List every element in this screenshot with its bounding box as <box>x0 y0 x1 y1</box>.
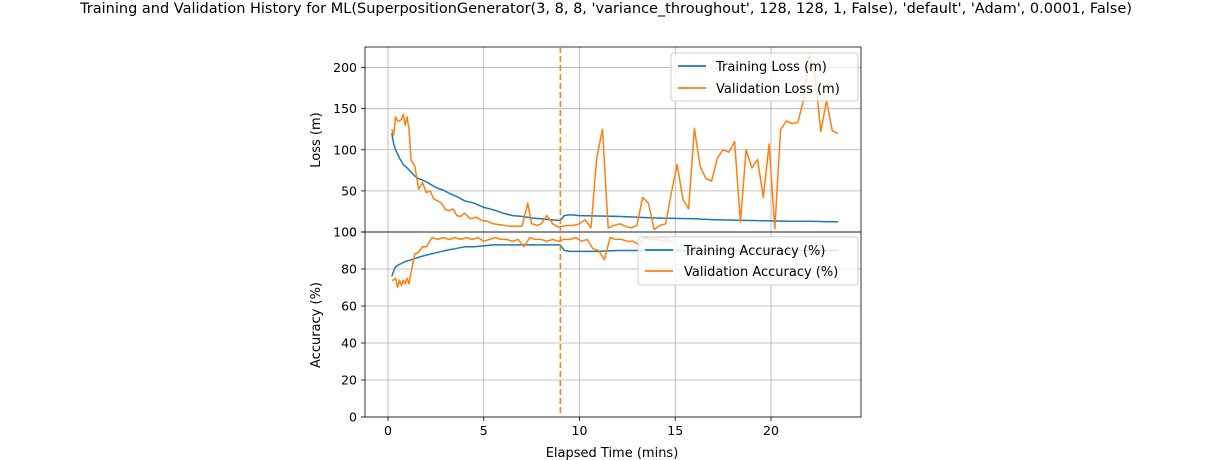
accuracy-legend-box <box>637 236 859 286</box>
accuracy-y-tick-label: 40 <box>341 336 357 351</box>
accuracy-axes-frame <box>364 231 862 418</box>
loss-validation-line <box>391 54 839 231</box>
loss-y-tick-label: 50 <box>341 183 357 198</box>
loss-y-tick-label: 200 <box>333 60 357 75</box>
x-axis: 0 5 10 15 20 <box>384 417 779 438</box>
x-tick-label: 15 <box>667 423 683 438</box>
loss-y-tick-label: 150 <box>333 101 357 116</box>
accuracy-y-tick-label: 60 <box>341 299 357 314</box>
accuracy-y-tick-label: 80 <box>341 262 357 277</box>
loss-lines <box>391 54 839 231</box>
loss-y-axis-label: Loss (m) <box>309 112 324 167</box>
loss-training-line <box>391 133 838 223</box>
accuracy-y-axis-label: Accuracy (%) <box>309 282 324 368</box>
loss-y-tick-label: 100 <box>333 142 357 157</box>
x-tick-label: 0 <box>384 423 392 438</box>
accuracy-validation-line <box>391 236 674 289</box>
x-tick-label: 10 <box>572 423 588 438</box>
loss-legend-training-label: Training Loss (m) <box>715 60 827 75</box>
accuracy-legend-validation-label: Validation Accuracy (%) <box>684 265 838 280</box>
loss-legend-validation-label: Validation Loss (m) <box>716 82 840 97</box>
accuracy-y-tick-label: 100 <box>333 225 357 240</box>
x-axis-label: Elapsed Time (mins) <box>546 446 679 460</box>
accuracy-axes: 0 20 40 60 80 100 <box>333 225 862 425</box>
accuracy-legend: Training Accuracy (%) Validation Accurac… <box>637 236 859 286</box>
x-tick-label: 5 <box>480 423 488 438</box>
loss-legend-box <box>670 52 859 102</box>
x-tick-label: 20 <box>763 423 779 438</box>
chart-title: Training and Validation History for ML(S… <box>79 1 1132 17</box>
loss-legend: Training Loss (m) Validation Loss (m) <box>670 52 859 102</box>
loss-y-tick-label: 0 <box>349 225 357 240</box>
accuracy-y-tick-label: 20 <box>341 373 357 388</box>
accuracy-y-tick-label: 0 <box>349 410 357 425</box>
accuracy-legend-training-label: Training Accuracy (%) <box>683 244 825 259</box>
